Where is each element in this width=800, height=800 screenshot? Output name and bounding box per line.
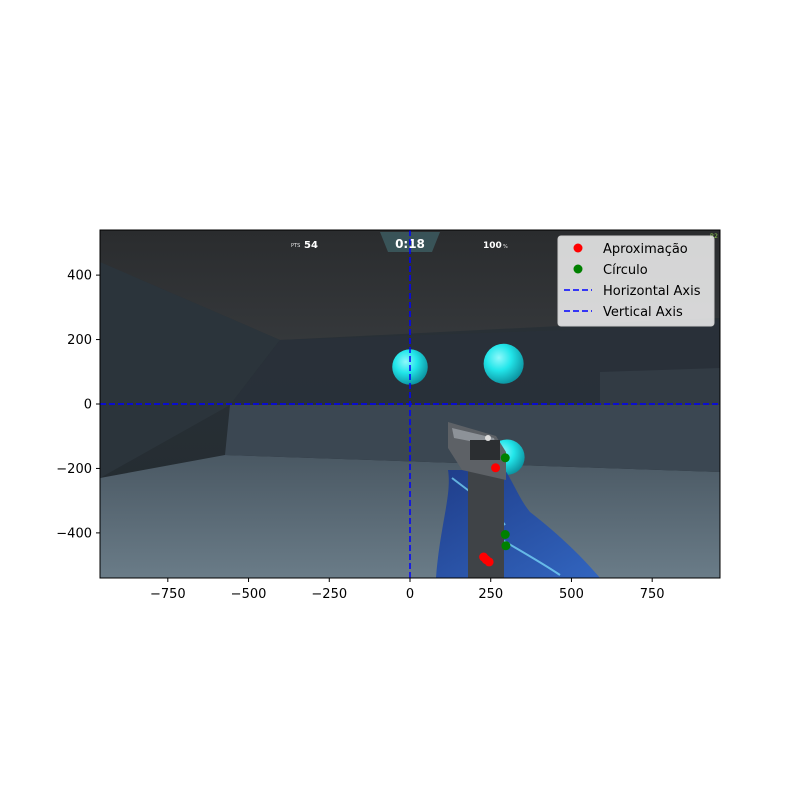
hud-accuracy-unit: % bbox=[503, 244, 508, 250]
legend-label: Vertical Axis bbox=[603, 305, 683, 320]
legend-label: Aproximação bbox=[603, 242, 688, 257]
x-tick-label: −750 bbox=[150, 587, 186, 602]
y-tick-label: −200 bbox=[56, 462, 92, 477]
aproximacao-point-4 bbox=[484, 557, 494, 567]
y-tick-label: −400 bbox=[56, 526, 92, 541]
pistol-hand-icon bbox=[436, 422, 600, 578]
aproximacao-point-1 bbox=[491, 463, 501, 473]
target-sphere-2 bbox=[483, 343, 524, 384]
legend-label: Círculo bbox=[603, 263, 648, 278]
circulo-point-1 bbox=[500, 453, 510, 463]
circulo-point-3 bbox=[501, 541, 511, 551]
x-tick-label: 750 bbox=[640, 587, 665, 602]
legend: Aproximação Círculo Horizontal Axis Vertica… bbox=[557, 235, 715, 327]
hud-score-prefix: PTS bbox=[291, 243, 300, 249]
x-tick-label: −250 bbox=[311, 587, 347, 602]
x-tick-label: 250 bbox=[478, 587, 503, 602]
x-tick-label: 0 bbox=[406, 587, 414, 602]
x-tick-label: 500 bbox=[559, 587, 584, 602]
hud-accuracy: 100 bbox=[483, 241, 502, 251]
hud-corner-tag: R2 bbox=[710, 233, 718, 240]
y-tick-label: 400 bbox=[67, 269, 92, 284]
circulo-point-2 bbox=[500, 530, 510, 539]
y-tick-label: 200 bbox=[67, 333, 92, 348]
y-tick-label: 0 bbox=[84, 398, 92, 413]
legend-marker bbox=[573, 264, 583, 274]
legend-box bbox=[557, 235, 715, 327]
hud-score: 54 bbox=[304, 240, 318, 251]
x-tick-label: −500 bbox=[231, 587, 267, 602]
legend-label: Horizontal Axis bbox=[603, 284, 701, 299]
legend-marker bbox=[573, 243, 583, 253]
